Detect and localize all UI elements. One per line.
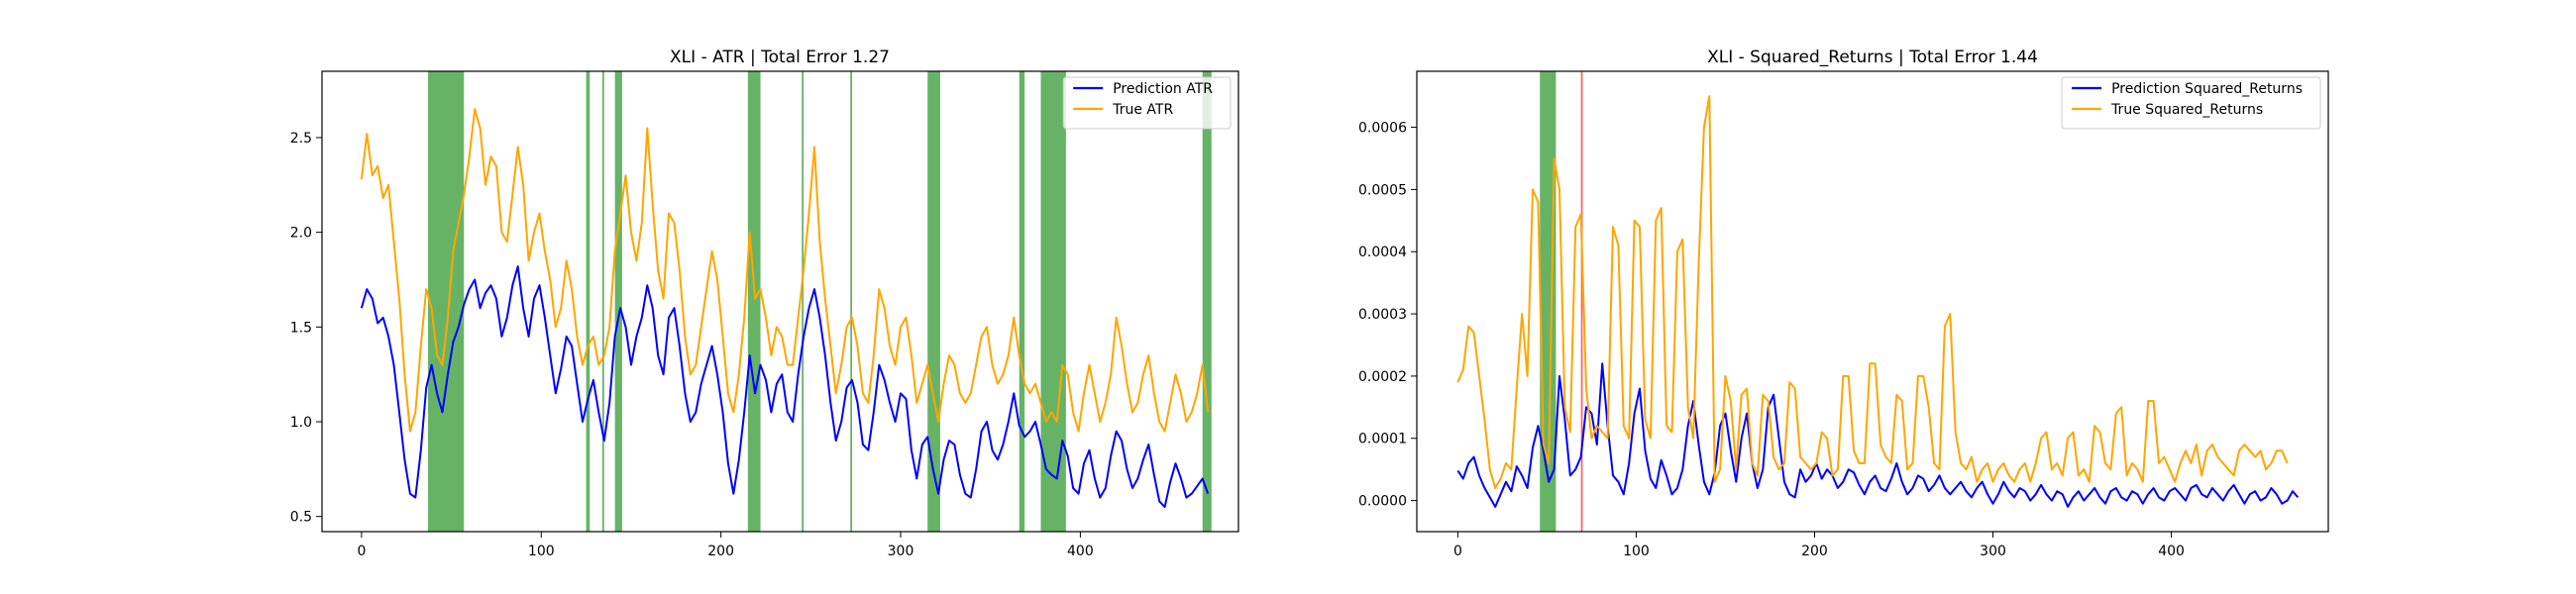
highlight-band [1540, 71, 1556, 532]
highlight-band [1580, 71, 1583, 532]
highlight-bands [1540, 71, 1583, 532]
legend-label: Prediction ATR [1113, 81, 1213, 97]
chart-panel-squared-returns: 0 100 200 300 400 0.00000.00010.00020.00030.… [1358, 48, 2329, 559]
highlight-band [927, 71, 940, 532]
y-tick-label: 1.5 [290, 320, 312, 336]
x-tick-label: 100 [1623, 544, 1650, 559]
legend-box [1062, 76, 1232, 130]
series-line-true [360, 108, 1210, 433]
y-tick-label: 2.5 [290, 131, 312, 147]
chart-title: XLI - Squared_Returns | Total Error 1.44 [1707, 48, 2038, 67]
series-line-prediction [1456, 362, 2300, 508]
highlight-band [428, 71, 465, 532]
y-tick-label: 0.0001 [1358, 432, 1407, 447]
y-axis: 0.0000 0.0001 0.0002 0.0003 0.0004 0.0005 0.00… [1358, 121, 1417, 510]
y-tick-label: 0.0002 [1358, 369, 1407, 385]
x-axis: 0 100 200 300 400 [1453, 532, 2185, 559]
highlight-band [1040, 71, 1066, 532]
highlight-band [1019, 71, 1025, 532]
y-tick-label: 0.0003 [1358, 307, 1407, 323]
y-tick-label: 0.0006 [1358, 121, 1407, 137]
legend-label: True ATR [1112, 102, 1173, 118]
x-tick-label: 100 [528, 544, 555, 559]
x-tick-label: 400 [1067, 544, 1094, 559]
x-tick-label: 200 [1801, 544, 1828, 559]
highlight-band [747, 71, 761, 532]
x-tick-label: 300 [888, 544, 914, 559]
legend: Prediction Squared_Returns True Squared_R… [2061, 76, 2321, 130]
legend: Prediction ATR True ATR [1062, 76, 1232, 130]
y-tick-label: 1.0 [290, 415, 312, 431]
y-tick-label: 0.5 [290, 510, 312, 526]
legend-label: True Squared_Returns [2110, 102, 2263, 118]
plot-frame [321, 70, 1239, 533]
y-axis: 0.5 1.0 1.5 2.0 2.5 [290, 131, 322, 526]
chart-title: XLI - ATR | Total Error 1.27 [670, 48, 890, 67]
y-tick-label: 0.0005 [1358, 182, 1407, 198]
series-lines [360, 108, 1210, 509]
y-tick-label: 2.0 [290, 226, 312, 242]
x-axis: 0 100 200 300 400 [357, 532, 1094, 559]
highlight-band [850, 71, 853, 532]
series-lines [1456, 95, 2300, 508]
legend-label: Prediction Squared_Returns [2111, 81, 2303, 97]
legend-box [2061, 76, 2321, 130]
highlight-band [1202, 71, 1212, 532]
plot-frame [1416, 70, 2329, 533]
chart-panel-atr: 0 100 200 300 400 0.5 1.0 1.5 2.0 2.5 XLI - ATR … [290, 48, 1239, 559]
highlight-bands [428, 71, 1212, 532]
x-tick-label: 400 [2158, 544, 2185, 559]
x-tick-label: 300 [1980, 544, 2006, 559]
highlight-band [802, 71, 805, 532]
highlight-band [601, 71, 604, 532]
x-tick-label: 0 [1453, 544, 1462, 559]
series-line-true [1456, 95, 2289, 489]
y-tick-label: 0.0004 [1358, 245, 1407, 260]
highlight-band [614, 71, 622, 532]
x-tick-label: 200 [707, 544, 734, 559]
y-tick-label: 0.0000 [1358, 494, 1407, 510]
x-tick-label: 0 [357, 544, 366, 559]
series-line-prediction [360, 265, 1210, 509]
highlight-band [586, 71, 590, 532]
